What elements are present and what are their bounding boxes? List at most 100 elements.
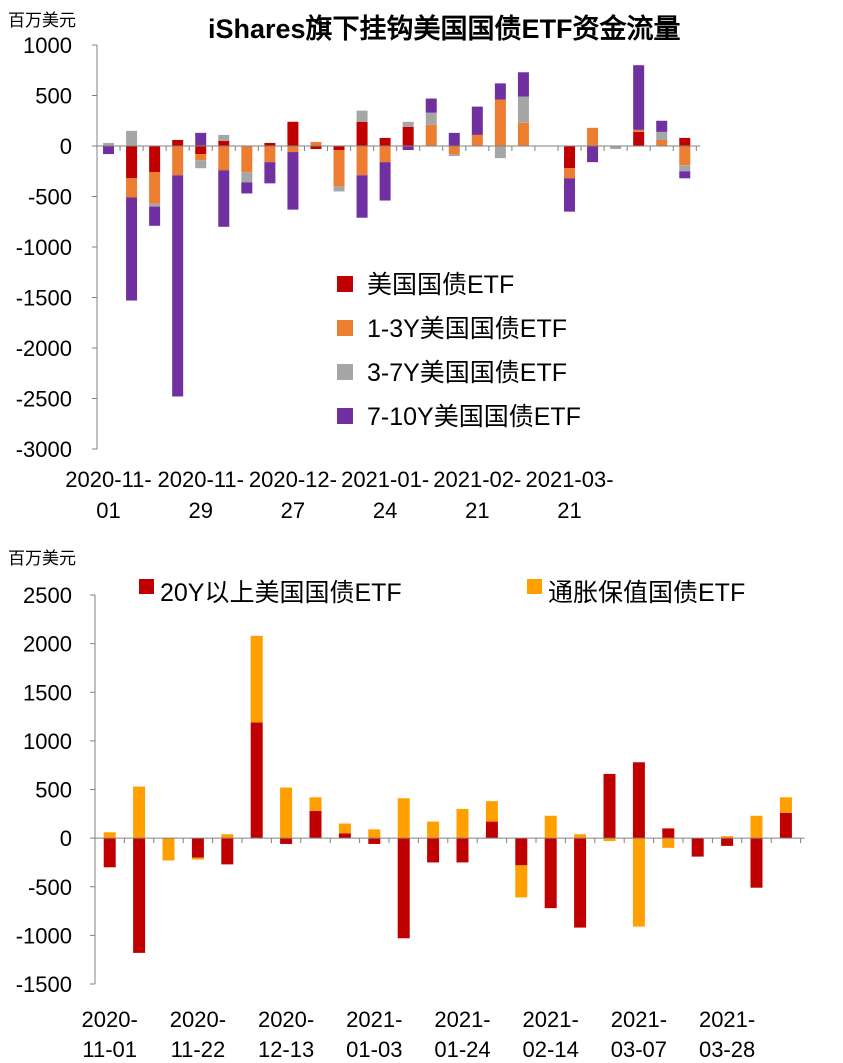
bar-segment bbox=[287, 152, 299, 210]
bar-segment bbox=[425, 98, 437, 113]
bar-segment bbox=[133, 786, 146, 839]
x-tick-label: 2021-03- bbox=[525, 467, 613, 492]
x-tick-label: 03-28 bbox=[699, 1037, 755, 1062]
bar-segment bbox=[610, 146, 622, 150]
bar-segment bbox=[402, 126, 414, 146]
bar-segment bbox=[587, 127, 599, 146]
bar-segment bbox=[195, 154, 207, 161]
bar-segment bbox=[633, 65, 645, 130]
bar-segment bbox=[515, 865, 528, 898]
y-tick-label: 1000 bbox=[23, 729, 72, 754]
bar-segment bbox=[779, 797, 792, 813]
bar-segment bbox=[485, 821, 498, 839]
x-tick-label: 24 bbox=[373, 498, 397, 523]
bar-segment bbox=[379, 162, 391, 201]
bar-segment bbox=[750, 838, 763, 888]
bar-segment bbox=[456, 808, 469, 839]
legend-label: 通胀保值国债ETF bbox=[548, 579, 745, 607]
legend-label: 1-3Y美国国债ETF bbox=[367, 315, 567, 343]
bar-segment bbox=[287, 121, 299, 146]
bar-segment bbox=[494, 146, 506, 159]
bar-segment bbox=[574, 834, 587, 839]
bar-segment bbox=[379, 146, 391, 163]
bar-segment bbox=[397, 838, 410, 939]
bar-segment bbox=[126, 178, 138, 198]
bar-segment bbox=[368, 838, 381, 844]
treasury-etf-flow-chart: 百万美元 iShares旗下挂钩美国国债ETF资金流量 1000 500 0 -500… bbox=[8, 11, 701, 523]
bar-segment bbox=[379, 137, 391, 146]
x-tick-label: 01-24 bbox=[434, 1037, 490, 1062]
bar-segment bbox=[172, 175, 184, 397]
x-tick-label: 01-03 bbox=[346, 1037, 402, 1062]
x-tick-label: 21 bbox=[557, 498, 581, 523]
bar-segment bbox=[191, 857, 204, 860]
bar-segment bbox=[264, 142, 276, 146]
bar-segment bbox=[448, 154, 460, 157]
bar-segment bbox=[149, 172, 161, 204]
x-tick-label: 2021- bbox=[611, 1007, 667, 1032]
bar-segment bbox=[633, 131, 645, 146]
bar-segment bbox=[241, 182, 253, 194]
long-bond-tips-flow-chart: 百万美元 25002000150010005000-500-1000-1500 … bbox=[8, 549, 805, 1062]
bar-segment bbox=[515, 838, 528, 866]
bar-segment bbox=[564, 178, 576, 212]
bar-segment bbox=[427, 838, 440, 863]
y-tick-label: -500 bbox=[28, 875, 72, 900]
bar-segment bbox=[427, 821, 440, 839]
bar-segment bbox=[264, 162, 276, 184]
legend-swatch bbox=[337, 320, 353, 336]
bar-segment bbox=[471, 106, 483, 135]
bar-segment bbox=[779, 812, 792, 839]
bar-segment bbox=[218, 170, 230, 227]
bar-segment bbox=[126, 130, 138, 146]
bar-segment bbox=[662, 828, 675, 839]
legend-label: 美国国债ETF bbox=[367, 271, 514, 299]
y-tick-label: 500 bbox=[35, 778, 72, 803]
y-tick-label: -1500 bbox=[16, 286, 72, 311]
bar-segment bbox=[172, 139, 184, 146]
bar-segment bbox=[356, 110, 368, 122]
bar-segment bbox=[448, 132, 460, 146]
bar-segment bbox=[721, 838, 734, 846]
x-tick-label: 2021- bbox=[434, 1007, 490, 1032]
bar-segment bbox=[195, 132, 207, 146]
bar-segment bbox=[191, 838, 204, 858]
bar-segment bbox=[517, 72, 529, 97]
x-tick-label: 21 bbox=[465, 498, 489, 523]
bar-segment bbox=[241, 172, 253, 183]
bar-segment bbox=[425, 124, 437, 146]
y-tick-label: 1000 bbox=[23, 33, 72, 58]
bar-segment bbox=[517, 96, 529, 123]
x-tick-label: 2020-11- bbox=[65, 467, 151, 492]
y-tick-label: -2500 bbox=[16, 387, 72, 412]
x-tick-label: 2020- bbox=[258, 1007, 314, 1032]
bar-segment bbox=[309, 810, 322, 839]
bar-segment bbox=[691, 838, 704, 857]
bar-segment bbox=[149, 206, 161, 226]
y-tick-label: -1500 bbox=[16, 972, 72, 997]
chart2-legend: 20Y以上美国国债ETF 通胀保值国债ETF bbox=[139, 579, 745, 607]
bar-segment bbox=[485, 801, 498, 822]
chart1-title: iShares旗下挂钩美国国债ETF资金流量 bbox=[208, 13, 681, 44]
bar-segment bbox=[218, 146, 230, 171]
chart1-y-axis: 1000 500 0 -500 -1000 -1500 -2000 -2500 -3000 bbox=[16, 33, 98, 462]
y-tick-label: 0 bbox=[60, 134, 72, 159]
bar-segment bbox=[564, 146, 576, 169]
x-tick-label: 2020- bbox=[82, 1007, 138, 1032]
y-tick-label: 2000 bbox=[23, 632, 72, 657]
bar-segment bbox=[218, 140, 230, 146]
bar-segment bbox=[149, 146, 161, 173]
x-tick-label: 2020-11- bbox=[158, 467, 244, 492]
bar-segment bbox=[310, 141, 322, 146]
bar-segment bbox=[656, 139, 668, 146]
bar-segment bbox=[679, 171, 691, 179]
bar-segment bbox=[425, 112, 437, 125]
legend-swatch bbox=[337, 276, 353, 292]
bar-segment bbox=[280, 838, 293, 844]
bar-segment bbox=[544, 838, 557, 909]
y-tick-label: -1000 bbox=[16, 923, 72, 948]
x-tick-label: 02-14 bbox=[523, 1037, 579, 1062]
legend-label: 7-10Y美国国债ETF bbox=[367, 403, 581, 431]
x-tick-label: 27 bbox=[281, 498, 305, 523]
bar-segment bbox=[356, 146, 368, 176]
